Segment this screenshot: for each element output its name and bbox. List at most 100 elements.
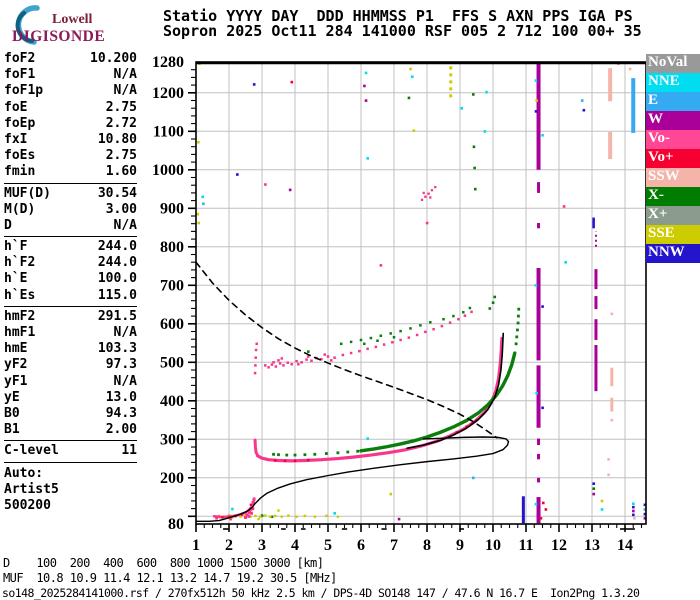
param-label: foF2 xyxy=(4,51,36,66)
series-transmission-curve xyxy=(195,261,498,439)
series-second-hop-x xyxy=(339,306,472,346)
param-row: B1 2.00 xyxy=(4,422,137,438)
param-value: 103.3 xyxy=(97,341,137,357)
y-tick-label: 400 xyxy=(160,393,184,410)
param-row: foF1 N/A xyxy=(4,67,137,83)
muf-table: D 100 200 400 600 800 1000 1500 3000 [km… xyxy=(3,556,337,585)
param-value: 2.75 xyxy=(105,148,137,164)
series-x-trace-flat xyxy=(272,449,360,457)
param-label: M(D) xyxy=(4,201,36,217)
param-label: h`F xyxy=(4,239,28,255)
series-second-hop-o xyxy=(253,310,473,375)
axis-ticks xyxy=(188,69,643,532)
legend-item: SSW xyxy=(646,168,700,187)
param-row: hmF2 291.5 xyxy=(4,309,137,325)
param-value: 244.0 xyxy=(97,239,137,255)
doppler-direction-legend: NoVal NNE E W Vo- Vo+ SSW X- X+ SSE NNW xyxy=(646,54,700,263)
muf-row: MUF 10.8 10.9 11.4 12.1 13.2 14.7 19.2 3… xyxy=(3,570,337,585)
param-value: N/A xyxy=(113,217,137,233)
param-row: D N/A xyxy=(4,218,137,234)
y-tick-label: 1100 xyxy=(153,123,184,140)
axis-labels: 1280120011001000900800700600500400300200… xyxy=(152,54,633,554)
series-x-trace-top xyxy=(514,307,521,346)
legend-item: NoVal xyxy=(646,54,700,73)
param-row: foF1p N/A xyxy=(4,83,137,99)
y-tick-label: 200 xyxy=(160,470,184,487)
autoscaling-block: Auto: Artist5 500200 xyxy=(4,466,137,515)
logo-lowell-text: Lowell xyxy=(52,12,93,27)
param-label: C-level xyxy=(4,443,59,459)
param-value: 1.60 xyxy=(105,164,137,180)
y-tick-label: 500 xyxy=(160,354,184,371)
legend-item: X- xyxy=(646,187,700,206)
header-block: Statio YYYY DAY DDD HHMMSS P1 FFS S AXN … xyxy=(163,9,642,39)
param-row: foE 2.75 xyxy=(4,100,137,116)
x-tick-label: 3 xyxy=(258,537,266,554)
legend-item: W xyxy=(646,111,700,130)
legend-item: X+ xyxy=(646,206,700,225)
param-value: 115.0 xyxy=(97,287,137,303)
param-label: yF2 xyxy=(4,357,28,373)
x-tick-label: 1 xyxy=(192,537,200,554)
x-tick-label: 7 xyxy=(390,537,398,554)
auto-line: 500200 xyxy=(4,497,51,513)
x-tick-label: 9 xyxy=(456,537,464,554)
param-value: N/A xyxy=(113,83,137,99)
x-tick-label: 4 xyxy=(291,537,299,554)
param-label: h`E xyxy=(4,271,28,287)
y-tick-label: 1000 xyxy=(152,162,184,179)
series-x-trace xyxy=(359,351,517,453)
param-label: B0 xyxy=(4,405,20,421)
logo-crescent-icon-inner xyxy=(15,11,34,43)
legend-item: NNE xyxy=(646,73,700,92)
distance-row: D 100 200 400 600 800 1000 1500 3000 [km… xyxy=(3,556,324,570)
param-label: fxI xyxy=(4,131,28,147)
divider xyxy=(4,440,137,442)
param-row: foEp 2.72 xyxy=(4,116,137,132)
header-line1: Statio YYYY DAY DDD HHMMSS P1 FFS S AXN … xyxy=(163,7,633,25)
param-value: 13.0 xyxy=(105,389,137,405)
param-label: foF1 xyxy=(4,67,36,83)
param-label: h`F2 xyxy=(4,255,36,271)
param-row: h`Es 115.0 xyxy=(4,288,137,304)
y-tick-label: 600 xyxy=(160,316,184,333)
divider xyxy=(4,182,137,184)
x-tick-label: 11 xyxy=(518,537,533,554)
noise-echo-dots xyxy=(196,62,647,521)
divider xyxy=(4,236,137,238)
param-label: D xyxy=(4,217,12,233)
param-label: fmin xyxy=(4,164,36,180)
param-row: foF2 10.200 xyxy=(4,51,137,67)
param-value: 10.80 xyxy=(97,131,137,147)
x-tick-label: 2 xyxy=(225,537,233,554)
param-row: M(D) 3.00 xyxy=(4,202,137,218)
param-value: 244.0 xyxy=(97,255,137,271)
header-line2: Sopron 2025 Oct11 284 141000 RSF 005 2 7… xyxy=(163,22,642,40)
param-row: h`F2 244.0 xyxy=(4,255,137,271)
series-f-trace-o xyxy=(256,336,504,463)
param-label: hmF1 xyxy=(4,325,36,340)
param-value: 11 xyxy=(121,443,137,459)
x-tick-label: 5 xyxy=(324,537,332,554)
param-row: hmF1 N/A xyxy=(4,325,137,341)
param-row: B0 94.3 xyxy=(4,406,137,422)
series-e-cusp-dots xyxy=(244,497,256,519)
y-tick-label: 800 xyxy=(160,239,184,256)
param-value: 3.00 xyxy=(105,201,137,217)
series-f-trace-lead xyxy=(253,438,260,458)
param-value: 97.3 xyxy=(105,357,137,373)
param-value: 2.72 xyxy=(105,115,137,131)
param-row: MUF(D) 30.54 xyxy=(4,186,137,202)
auto-line: Auto: xyxy=(4,465,44,481)
interference-lines xyxy=(449,61,636,524)
param-label: yF1 xyxy=(4,373,28,389)
param-row: yF2 97.3 xyxy=(4,357,137,373)
status-line: so148_2025284141000.rsf / 270fx512h 50 k… xyxy=(2,586,640,600)
y-tick-label: 1280 xyxy=(152,54,184,71)
param-label: MUF(D) xyxy=(4,185,51,201)
param-label: foEp xyxy=(4,115,36,131)
logo-digisonde-text: DIGISONDE xyxy=(12,28,105,45)
x-tick-label: 6 xyxy=(357,537,365,554)
series-fitted-trace xyxy=(406,332,505,449)
